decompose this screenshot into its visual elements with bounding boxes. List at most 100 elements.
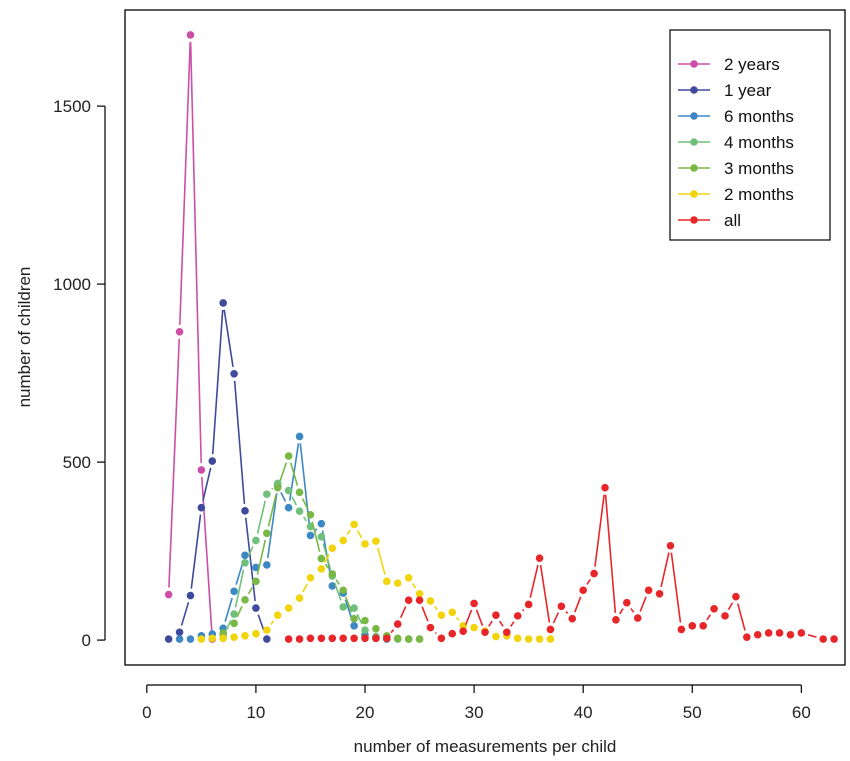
series-all bbox=[284, 483, 838, 643]
data-point bbox=[186, 591, 195, 600]
series-segment bbox=[190, 514, 202, 589]
data-point bbox=[623, 598, 631, 607]
data-point bbox=[350, 604, 358, 612]
legend: 2 years 1 year 6 months 4 months 3 months 2 m… bbox=[669, 29, 831, 241]
data-point bbox=[481, 628, 489, 637]
data-point bbox=[175, 635, 184, 643]
data-point bbox=[361, 626, 369, 634]
data-point bbox=[361, 540, 369, 548]
series-segment bbox=[279, 462, 288, 482]
series-segment bbox=[434, 605, 438, 611]
data-point bbox=[677, 625, 686, 634]
data-point bbox=[426, 597, 435, 605]
legend-marker bbox=[690, 216, 698, 224]
legend-marker bbox=[690, 190, 698, 198]
data-point bbox=[492, 632, 500, 641]
data-point bbox=[208, 634, 217, 643]
data-point bbox=[295, 432, 304, 441]
series-segment bbox=[529, 564, 539, 598]
legend-marker bbox=[690, 138, 698, 146]
series-segment bbox=[499, 620, 504, 627]
data-point bbox=[492, 611, 500, 619]
data-point bbox=[361, 616, 369, 625]
legend-label: 6 months bbox=[724, 107, 794, 126]
series-segment bbox=[488, 620, 493, 627]
data-point bbox=[579, 586, 587, 595]
series-segment bbox=[202, 467, 212, 502]
series-segment bbox=[311, 521, 321, 552]
data-point bbox=[415, 590, 424, 598]
series-segment bbox=[586, 578, 591, 585]
data-point bbox=[241, 559, 249, 567]
data-point bbox=[753, 630, 762, 639]
data-point bbox=[568, 614, 577, 623]
series-segment bbox=[211, 309, 224, 455]
series-segment bbox=[225, 619, 232, 630]
series-segment bbox=[322, 543, 332, 570]
data-point bbox=[186, 31, 195, 39]
series-segment bbox=[247, 586, 254, 595]
series-segment bbox=[223, 309, 234, 368]
data-point bbox=[328, 634, 337, 643]
series-3-months bbox=[219, 452, 424, 643]
x-tick-label: 10 bbox=[246, 703, 265, 722]
data-point bbox=[350, 520, 358, 529]
series-segment bbox=[807, 634, 817, 638]
data-point bbox=[306, 510, 315, 519]
series-segment bbox=[179, 41, 191, 325]
legend-label: 4 months bbox=[724, 133, 794, 152]
data-point bbox=[644, 586, 653, 595]
data-point bbox=[688, 622, 697, 630]
series-segment bbox=[346, 529, 351, 536]
series-segment bbox=[421, 606, 429, 622]
series-segment bbox=[565, 611, 569, 614]
data-point bbox=[437, 634, 446, 643]
data-point bbox=[339, 586, 347, 595]
series-segment bbox=[552, 612, 560, 624]
data-point bbox=[743, 633, 751, 642]
data-point bbox=[306, 634, 315, 643]
series-segment bbox=[356, 613, 363, 625]
legend-label: 1 year bbox=[724, 81, 772, 100]
data-point bbox=[284, 503, 293, 512]
series-segment bbox=[293, 602, 295, 604]
series-segment bbox=[727, 602, 734, 611]
series-segment bbox=[604, 494, 617, 613]
data-point bbox=[263, 529, 271, 538]
data-point bbox=[263, 561, 271, 569]
data-point bbox=[263, 626, 271, 634]
data-point bbox=[786, 630, 795, 639]
data-point bbox=[295, 635, 304, 643]
data-point bbox=[546, 635, 555, 643]
data-point bbox=[633, 614, 642, 622]
x-axis: 0 10 20 30 40 50 60 bbox=[142, 684, 811, 722]
data-point bbox=[699, 622, 707, 630]
series-segment bbox=[266, 493, 278, 559]
series-segment bbox=[201, 476, 213, 633]
series-segment bbox=[224, 597, 233, 622]
data-point bbox=[328, 544, 337, 553]
series-segment bbox=[344, 596, 353, 613]
x-tick-label: 20 bbox=[356, 703, 375, 722]
legend-marker bbox=[690, 86, 698, 94]
data-point bbox=[557, 602, 566, 611]
series-1-year bbox=[164, 299, 271, 643]
y-tick-label: 0 bbox=[82, 631, 91, 650]
data-point bbox=[230, 610, 238, 618]
data-point bbox=[175, 628, 184, 637]
data-point bbox=[535, 554, 544, 563]
data-point bbox=[164, 590, 173, 599]
data-point bbox=[295, 594, 304, 602]
series-segment bbox=[510, 621, 515, 627]
y-axis: 0 500 1000 1500 bbox=[53, 97, 106, 650]
data-point bbox=[339, 634, 347, 643]
data-point bbox=[764, 629, 773, 637]
data-point bbox=[415, 635, 424, 643]
series-segment bbox=[335, 579, 340, 585]
data-point bbox=[273, 611, 282, 619]
series-segment bbox=[256, 500, 266, 534]
series-6-months bbox=[175, 432, 391, 643]
series-segment bbox=[464, 609, 473, 625]
legend-label: 2 years bbox=[724, 55, 780, 74]
data-point bbox=[197, 466, 206, 474]
